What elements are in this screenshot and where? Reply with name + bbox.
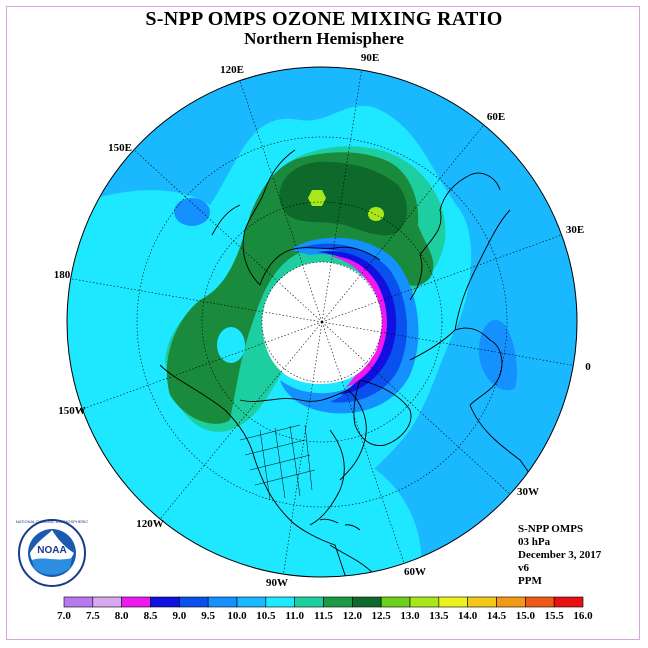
- noaa-logo-text: NOAA: [37, 545, 66, 556]
- lon-60e: 60E: [487, 111, 505, 123]
- info-instrument: S-NPP OMPS: [518, 523, 584, 535]
- lon-60w: 60W: [404, 566, 426, 578]
- map-boundary: [66, 66, 578, 578]
- colorbar-label: 8.0: [115, 610, 129, 622]
- lon-120w: 120W: [136, 518, 164, 530]
- contour-10-5-island: [217, 327, 245, 363]
- info-level: 03 hPa: [518, 536, 551, 548]
- info-date: December 3, 2017: [518, 549, 602, 561]
- contour-12-5-b: [368, 207, 384, 221]
- state-boundaries: [239, 424, 316, 501]
- colorbar-swatch: [323, 596, 353, 608]
- colorbar-swatch: [409, 596, 440, 608]
- colorbar-swatch: [553, 596, 584, 608]
- colorbar-label: 14.0: [458, 610, 478, 622]
- contour-10-5-b: [150, 446, 422, 577]
- colorbar-label: 10.5: [256, 610, 276, 622]
- product-info: S-NPP OMPS 03 hPa December 3, 2017 v6 PP…: [518, 523, 601, 588]
- ozone-field: [67, 67, 577, 577]
- colorbar-swatch: [352, 596, 382, 608]
- colorbar-label: 9.5: [201, 610, 215, 622]
- lon-0: 0: [585, 361, 591, 373]
- colorbar-label: 12.0: [343, 610, 363, 622]
- svg-text:NATIONAL OCEANIC & ATMOSPHERIC: NATIONAL OCEANIC & ATMOSPHERIC: [16, 519, 89, 524]
- noaa-logo: NOAA NATIONAL OCEANIC & ATMOSPHERIC: [16, 519, 89, 587]
- graticule: [67, 67, 577, 577]
- colorbar-label: 11.5: [314, 610, 333, 622]
- colorbar-swatch: [179, 596, 209, 608]
- colorbar-swatch: [294, 596, 324, 608]
- map-subtitle: Northern Hemisphere: [244, 29, 404, 48]
- colorbar-swatch: [496, 596, 526, 608]
- contour-9-5-b: [478, 320, 517, 391]
- lon-30w: 30W: [517, 486, 539, 498]
- info-units: PPM: [518, 575, 542, 587]
- colorbar-label: 15.0: [516, 610, 536, 622]
- colorbar-label: 15.5: [545, 610, 565, 622]
- lon-90w: 90W: [266, 577, 288, 589]
- colorbar-swatch: [236, 596, 267, 608]
- colorbar-swatch: [63, 596, 94, 608]
- colorbar-label: 7.5: [86, 610, 100, 622]
- colorbar-label: 13.5: [429, 610, 449, 622]
- colorbar-label: 7.0: [57, 610, 71, 622]
- colorbar-label: 13.0: [400, 610, 420, 622]
- colorbar-label: 12.5: [372, 610, 392, 622]
- colorbar-swatch: [207, 596, 238, 608]
- colorbar-swatch: [150, 596, 180, 608]
- lon-120e: 120E: [220, 64, 244, 76]
- colorbar-swatch: [380, 596, 411, 608]
- colorbar-swatch: [265, 596, 295, 608]
- colorbar-label: 11.0: [285, 610, 304, 622]
- lon-180: 180: [54, 269, 71, 281]
- lon-150w: 150W: [58, 405, 86, 417]
- colorbar-swatch: [525, 596, 555, 608]
- lon-30e: 30E: [566, 224, 584, 236]
- lon-150e: 150E: [108, 142, 132, 154]
- colorbar-swatch: [467, 596, 497, 608]
- colorbar-label: 9.0: [172, 610, 186, 622]
- coastlines: [159, 149, 551, 577]
- colorbar-label: 10.0: [227, 610, 247, 622]
- map-title: S-NPP OMPS OZONE MIXING RATIO: [145, 8, 503, 30]
- colorbar-label: 14.5: [487, 610, 507, 622]
- contour-9-5-a: [174, 198, 210, 226]
- colorbar-label: 16.0: [573, 610, 593, 622]
- colorbar-swatch: [438, 596, 468, 608]
- colorbar-swatch: [92, 596, 122, 608]
- colorbar-label: 8.5: [144, 610, 158, 622]
- info-version: v6: [518, 562, 529, 574]
- lon-90e: 90E: [361, 52, 379, 64]
- colorbar-swatch: [121, 596, 151, 608]
